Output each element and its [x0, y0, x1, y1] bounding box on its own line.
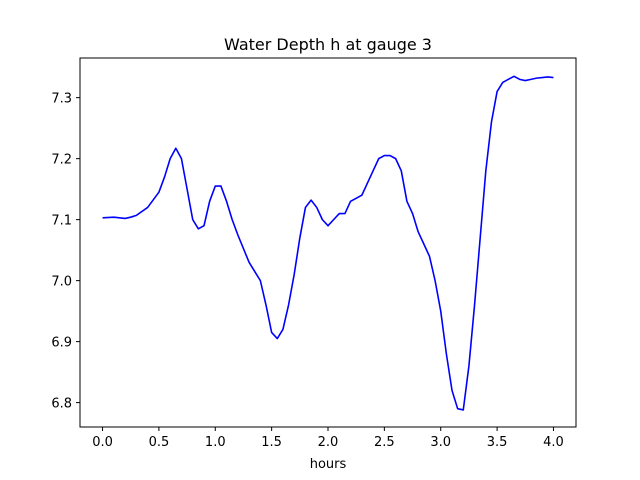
y-tick-label: 7.1	[51, 214, 72, 229]
x-tick-label: 0.5	[149, 435, 170, 450]
y-tick-label: 6.9	[51, 336, 72, 351]
y-tick-label: 6.8	[51, 397, 72, 412]
y-tick-label: 7.3	[51, 92, 72, 107]
x-tick-label: 2.0	[318, 435, 339, 450]
y-tick-label: 7.2	[51, 153, 72, 168]
x-tick-label: 1.5	[261, 435, 282, 450]
y-tick-label: 7.0	[51, 275, 72, 290]
x-tick-label: 2.5	[374, 435, 395, 450]
x-tick-label: 1.0	[205, 435, 226, 450]
x-axis-label: hours	[310, 457, 347, 472]
series-line-0	[102, 75, 554, 411]
chart-title: Water Depth h at gauge 3	[224, 35, 432, 54]
x-tick-label: 0.0	[92, 435, 113, 450]
plot-frame	[79, 57, 577, 428]
x-tick-label: 3.0	[430, 435, 451, 450]
x-tick-label: 4.0	[543, 435, 564, 450]
x-tick-label: 3.5	[487, 435, 508, 450]
plot-area: 0.0 0.5 1.0 1.5 2.0 2.5 3.0 3.5 4.0 6.8 6.9 7.0 7.1 7…	[51, 57, 577, 450]
